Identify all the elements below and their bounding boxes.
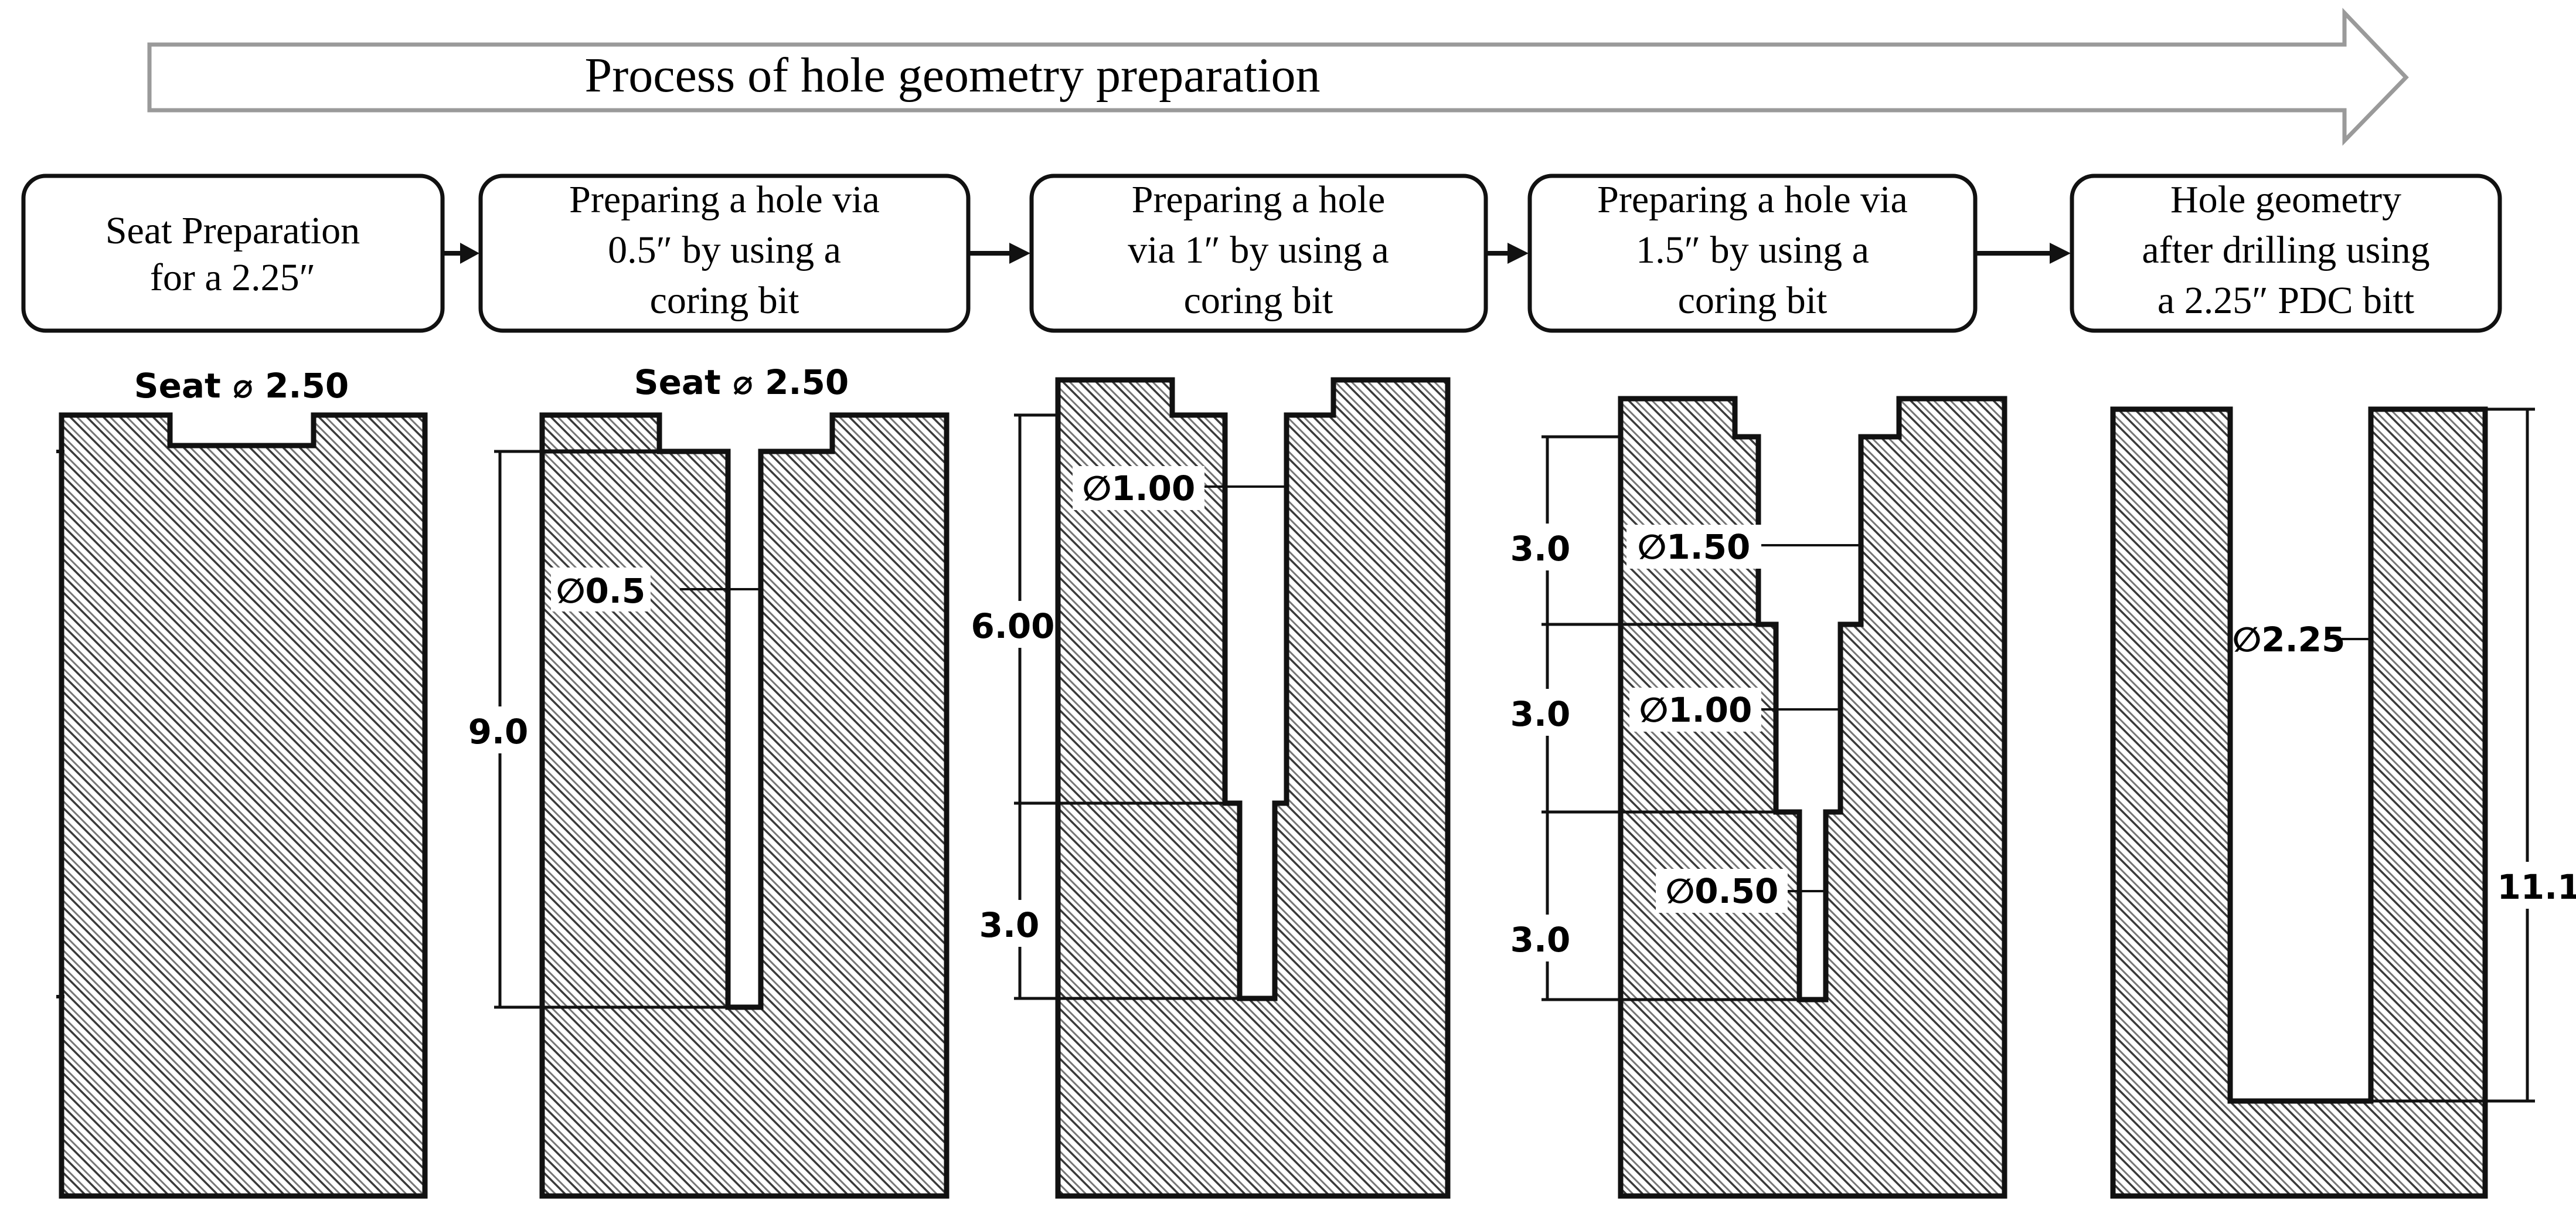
block-half-inch — [539, 412, 950, 1199]
drawing-half-inch-hole: ∅0.5 9.0 Seat ⌀ 2.50 — [463, 362, 950, 1199]
depth-upper-label: 6.00 — [971, 606, 1054, 646]
step-4-line-1: Preparing a hole via — [1597, 178, 1908, 221]
depth-label: 9.0 — [468, 712, 529, 752]
step-5-line-3: a 2.25″ PDC bitt — [2158, 279, 2414, 322]
block-final — [2110, 406, 2488, 1199]
banner-title: Process of hole geometry preparation — [585, 48, 1321, 103]
label-background — [973, 900, 1043, 947]
seat-dimension-label: Seat ⌀ 2.50 — [634, 362, 849, 402]
label-background — [1626, 525, 1761, 569]
step-5-line-1: Hole geometry — [2170, 178, 2401, 221]
block-seat — [59, 412, 428, 1199]
depth-mid-label: 3.0 — [1510, 694, 1571, 734]
label-background — [1073, 466, 1204, 510]
flow-arrow-3-head — [1508, 243, 1529, 264]
block-one-inch — [1055, 377, 1451, 1199]
flow-arrow-4-head — [2050, 243, 2071, 264]
label-background — [1506, 915, 1574, 961]
diameter-label: ∅0.5 — [556, 571, 645, 611]
process-banner-arrow: Process of hole geometry preparation — [147, 8, 2409, 146]
flow-arrow-1-head — [460, 243, 479, 264]
label-background — [551, 568, 651, 611]
label-background — [970, 601, 1052, 648]
depth-top-label: 3.0 — [1510, 529, 1571, 569]
step-3-line-1: Preparing a hole — [1132, 178, 1386, 221]
block-one-half-inch — [1618, 396, 2007, 1199]
seat-dimension-label: Seat ⌀ 2.50 — [134, 366, 349, 406]
step-3-line-2: via 1″ by using a — [1128, 229, 1389, 271]
depth-bottom-label: 3.0 — [1510, 920, 1571, 960]
drawing-one-inch-hole: ∅1.00 6.00 3.0 — [970, 377, 1451, 1199]
step-box-hole-half-inch: Preparing a hole via 0.5″ by using a cor… — [478, 174, 971, 333]
flow-arrow-2-head — [1009, 243, 1030, 264]
label-background — [2503, 862, 2576, 909]
diameter-top-label: ∅1.50 — [1638, 527, 1751, 567]
step-box-hole-one-half-inch: Preparing a hole via 1.5″ by using a cor… — [1527, 174, 1978, 333]
step-5-line-2: after drilling using — [2142, 229, 2429, 271]
step-box-final-geometry: Hole geometry after drilling using a 2.2… — [2070, 174, 2502, 333]
flow-arrows — [444, 243, 2071, 264]
step-box-hole-one-inch: Preparing a hole via 1″ by using a corin… — [1029, 174, 1488, 333]
label-background — [1629, 688, 1761, 732]
depth-lower-label: 3.0 — [979, 905, 1040, 945]
drawing-final-hole-geometry: ∅2.25 11.1 — [2110, 406, 2576, 1199]
step-1-line-1: Seat Preparation — [106, 209, 360, 252]
drawing-seat-preparation: Seat ⌀ 2.50 — [56, 366, 428, 1199]
step-2-line-3: coring bit — [650, 279, 799, 322]
drawing-one-half-inch-hole: ∅1.50 ∅1.00 ∅0.50 3.0 3.0 3.0 — [1506, 396, 2007, 1199]
step-3-line-3: coring bit — [1184, 279, 1333, 322]
step-4-line-2: 1.5″ by using a — [1636, 229, 1869, 271]
step-1-line-2: for a 2.25″ — [150, 256, 315, 299]
diameter-bottom-label: ∅0.50 — [1666, 871, 1779, 911]
label-background — [463, 706, 530, 753]
step-2-line-1: Preparing a hole via — [569, 178, 880, 221]
label-background — [1506, 689, 1574, 736]
diameter-label: ∅1.00 — [1083, 468, 1196, 508]
step-4-line-3: coring bit — [1678, 279, 1828, 322]
step-2-line-2: 0.5″ by using a — [608, 229, 841, 271]
diameter-label: ∅2.25 — [2233, 620, 2346, 660]
step-box-seat-preparation: Seat Preparation for a 2.25″ — [21, 174, 445, 333]
depth-label: 11.1 — [2497, 867, 2576, 907]
label-background — [2236, 617, 2342, 661]
diameter-mid-label: ∅1.00 — [1639, 690, 1753, 730]
label-background — [1656, 869, 1788, 913]
label-background — [1506, 524, 1574, 570]
